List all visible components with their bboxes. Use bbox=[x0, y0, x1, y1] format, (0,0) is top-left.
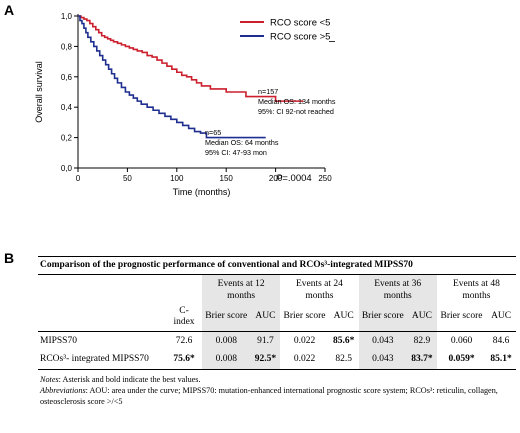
x-tick-label: 0 bbox=[76, 174, 81, 183]
survival-curve-2 bbox=[78, 15, 266, 139]
panel-b-label: B bbox=[4, 250, 15, 266]
table-cindex-spacer bbox=[166, 275, 202, 303]
value-cell: 84.6 bbox=[492, 335, 510, 346]
x-tick-label: 250 bbox=[318, 174, 332, 183]
auc-header: AUC bbox=[486, 303, 516, 332]
y-tick-label: 0,4 bbox=[61, 103, 73, 112]
table-row: MIPSS70 72.6 0.008 91.7 0.022 85.6* 0.04… bbox=[38, 331, 516, 350]
cindex-header: C-index bbox=[166, 303, 202, 332]
y-tick-label: 0,0 bbox=[61, 164, 73, 173]
table-row: RCOs³- integrated MIPSS70 75.6* 0.008 92… bbox=[38, 350, 516, 370]
brier-header: Brier score bbox=[358, 303, 408, 332]
legend-label: RCO score >5 bbox=[270, 32, 330, 43]
row-label: RCOs³- integrated MIPSS70 bbox=[38, 350, 166, 370]
chart-axes: 0,0 0,2 0,4 0,6 0,8 1,0 0 50 100 150 200 250 Time (m… bbox=[34, 12, 332, 197]
value-cell: 0.059* bbox=[436, 350, 487, 370]
brier-header: Brier score bbox=[280, 303, 329, 332]
group-header-36: Events at 36 months bbox=[358, 275, 437, 303]
y-tick-label: 0,6 bbox=[61, 73, 73, 82]
group2-annotation: 95% CI: 47-93 mon bbox=[205, 148, 267, 157]
abbreviations-line: Abbreviations: AOU: area under the curve… bbox=[40, 385, 514, 407]
value-cell: 85.1* bbox=[486, 350, 516, 370]
notes-line: Notes: Asterisk and bold indicate the be… bbox=[40, 374, 514, 385]
table-subheader-blank bbox=[38, 303, 166, 332]
group2-annotation: n=65 bbox=[205, 128, 221, 137]
auc-header: AUC bbox=[328, 303, 359, 332]
x-tick-label: 100 bbox=[170, 174, 184, 183]
x-axis-title: Time (months) bbox=[173, 187, 231, 197]
group-header-12: Events at 12 months bbox=[202, 275, 281, 303]
x-tick-label: 150 bbox=[220, 174, 234, 183]
value-cell: 0.022 bbox=[280, 350, 329, 370]
value-cell: 0.022 bbox=[293, 335, 316, 346]
performance-table-panel: Comparison of the prognostic performance… bbox=[38, 256, 516, 407]
cindex-cell: 72.6 bbox=[175, 335, 193, 346]
x-tick-label: 50 bbox=[123, 174, 132, 183]
brier-header: Brier score bbox=[436, 303, 487, 332]
brier-header: Brier score bbox=[202, 303, 251, 332]
legend-label: RCO score <5 bbox=[270, 18, 330, 29]
value-cell: 91.7 bbox=[250, 331, 281, 350]
abbreviations-label: Abbreviations bbox=[40, 385, 86, 395]
group1-annotation: 95%: CI 92-not reached bbox=[258, 107, 334, 116]
auc-header: AUC bbox=[250, 303, 281, 332]
value-cell: 92.5* bbox=[250, 350, 281, 370]
group-header-48: Events at 48 months bbox=[452, 279, 500, 301]
table-subheader-row: C-index Brier score AUC Brier score AUC … bbox=[38, 303, 516, 332]
abbreviations-text: : AOU: area under the curve; MIPSS70: mu… bbox=[40, 385, 498, 406]
auc-header: AUC bbox=[407, 303, 437, 332]
group2-annotation: Median OS: 64 months bbox=[205, 138, 279, 147]
value-cell: 0.060 bbox=[450, 335, 473, 346]
y-tick-label: 0,8 bbox=[61, 42, 73, 51]
y-axis-title: Overall survival bbox=[34, 61, 44, 123]
value-cell: 0.008 bbox=[202, 331, 251, 350]
chart-legend: RCO score <5 RCO score >5 bbox=[240, 18, 335, 43]
p-value: P=.0004 bbox=[276, 173, 312, 184]
x-tick-label: 200 bbox=[269, 174, 283, 183]
table-notes: Notes: Asterisk and bold indicate the be… bbox=[38, 370, 516, 407]
chart-series bbox=[78, 15, 304, 139]
table-group-header-row: Events at 12 months Events at 24 months … bbox=[38, 275, 516, 303]
group1-annotation: Median OS: 134 months bbox=[258, 97, 336, 106]
panel-a-label: A bbox=[4, 2, 15, 18]
y-tick-label: 1,0 bbox=[61, 12, 73, 21]
value-cell: 0.008 bbox=[202, 350, 251, 370]
performance-table: Events at 12 months Events at 24 months … bbox=[38, 275, 516, 370]
value-cell: 82.5 bbox=[328, 350, 359, 370]
cindex-cell: 75.6* bbox=[166, 350, 202, 370]
value-cell: 82.9 bbox=[407, 331, 437, 350]
group-header-24: Events at 24 months bbox=[295, 279, 343, 301]
table-title: Comparison of the prognostic performance… bbox=[38, 256, 516, 275]
notes-text: : Asterisk and bold indicate the best va… bbox=[58, 374, 201, 384]
group1-annotation: n=157 bbox=[258, 87, 278, 96]
table-corner-cell bbox=[38, 275, 166, 303]
value-cell: 0.043 bbox=[358, 350, 408, 370]
value-cell: 85.6* bbox=[332, 335, 355, 346]
survival-curve-1 bbox=[78, 15, 304, 102]
notes-label: Notes bbox=[40, 374, 59, 384]
value-cell: 83.7* bbox=[407, 350, 437, 370]
survival-chart: 0,0 0,2 0,4 0,6 0,8 1,0 0 50 100 150 200 250 Time (m… bbox=[34, 12, 336, 197]
row-label: MIPSS70 bbox=[40, 335, 77, 346]
value-cell: 0.043 bbox=[358, 331, 408, 350]
y-tick-label: 0,2 bbox=[61, 134, 73, 143]
